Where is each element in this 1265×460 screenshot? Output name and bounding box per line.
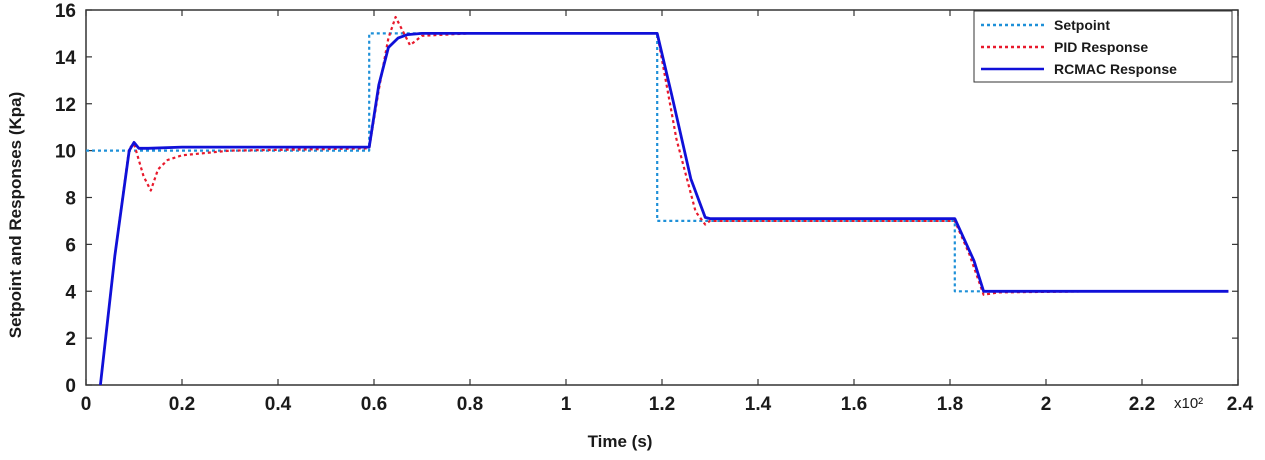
y-tick-label: 2 bbox=[65, 329, 76, 350]
y-tick-label: 16 bbox=[55, 1, 76, 22]
x-tick-label: 1.4 bbox=[745, 394, 772, 415]
y-tick-label: 10 bbox=[55, 142, 76, 163]
series-group bbox=[86, 15, 1229, 386]
series-line-rcmac-response bbox=[99, 32, 1229, 386]
series-line-pid-response bbox=[99, 15, 1229, 386]
x-tick-label: 1.8 bbox=[937, 394, 963, 415]
y-tick-label: 12 bbox=[55, 95, 76, 116]
legend-label-pid-response: PID Response bbox=[1054, 39, 1148, 55]
legend-label-rcmac-response: RCMAC Response bbox=[1054, 61, 1177, 77]
y-tick-label: 6 bbox=[65, 235, 76, 256]
x-tick-label: 2.4 bbox=[1227, 394, 1254, 415]
legend-label-setpoint: Setpoint bbox=[1054, 17, 1110, 33]
y-tick-label: 14 bbox=[55, 48, 77, 69]
y-tick-label: 4 bbox=[65, 282, 76, 303]
y-tick-label: 8 bbox=[65, 189, 76, 210]
x-tick-label: 2.2 bbox=[1129, 394, 1155, 415]
x-tick-label: 0.2 bbox=[169, 394, 195, 415]
y-tick-label: 0 bbox=[65, 376, 76, 397]
x-tick-label: 1.6 bbox=[841, 394, 867, 415]
legend: Setpoint PID Response RCMAC Response bbox=[973, 10, 1233, 83]
x-scale-exponent: x10² bbox=[1174, 395, 1203, 412]
series-line-setpoint bbox=[86, 32, 1229, 293]
ticks: 0 0.2 0.4 0.6 0.8 1 1.2 1.4 1.6 1.8 2 2.2 2.4 0 2 4 6 8 10… bbox=[55, 1, 1254, 415]
x-tick-label: 0.6 bbox=[361, 394, 387, 415]
x-tick-label: 0.4 bbox=[265, 394, 292, 415]
x-tick-label: 0 bbox=[81, 394, 92, 415]
x-tick-label: 1.2 bbox=[649, 394, 675, 415]
x-tick-label: 0.8 bbox=[457, 394, 483, 415]
y-axis-label: Setpoint and Responses (Kpa) bbox=[6, 92, 25, 339]
x-tick-label: 1 bbox=[561, 394, 572, 415]
x-axis-label: Time (s) bbox=[588, 432, 653, 451]
x-tick-label: 2 bbox=[1041, 394, 1052, 415]
